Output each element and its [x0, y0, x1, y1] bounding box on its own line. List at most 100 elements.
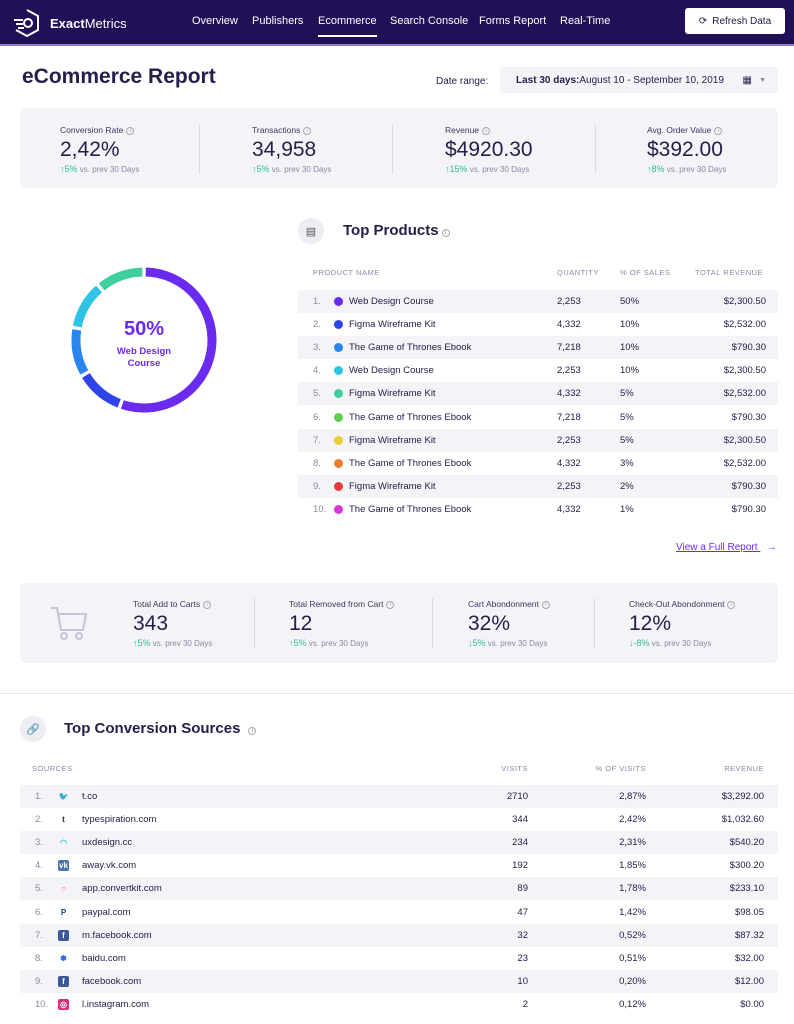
- info-icon[interactable]: i: [441, 229, 450, 237]
- info-icon[interactable]: i: [714, 127, 723, 135]
- nav-item-real-time[interactable]: Real-Time: [560, 15, 611, 27]
- percent-of-visits: 2,31%: [619, 837, 646, 849]
- date-range-picker[interactable]: Last 30 days: August 10 - September 10, …: [500, 67, 778, 93]
- source-name[interactable]: facebook.com: [82, 975, 142, 987]
- donut-segment-1: [82, 372, 121, 408]
- color-dot-icon: [334, 504, 343, 514]
- info-icon[interactable]: i: [248, 727, 257, 735]
- arrow-up-icon: ↑: [133, 638, 138, 648]
- source-row[interactable]: 7. f m.facebook.com 32 0,52% $87.32: [20, 923, 778, 947]
- nav-item-publishers[interactable]: Publishers: [252, 15, 304, 27]
- total-revenue: $790.30: [731, 480, 766, 492]
- percent-of-sales: 5%: [620, 388, 634, 400]
- stat-3: Avg. Order Value i $392.00 ↑8% vs. prev 30 …: [647, 125, 726, 174]
- row-number: 7.: [313, 434, 321, 446]
- product-row[interactable]: 10. The Game of Thrones Ebook 4,332 1% $790.…: [298, 498, 778, 521]
- product-name: The Game of Thrones Ebook: [349, 457, 472, 469]
- stat-label: Transactions i: [252, 125, 331, 135]
- arrow-up-icon: ↑: [647, 164, 652, 174]
- source-row[interactable]: 3. ◠ uxdesign.cc 234 2,31% $540.20: [20, 831, 778, 855]
- source-row[interactable]: 1. 🐦 t.co 2710 2,87% $3,292.00: [20, 785, 778, 808]
- source-row[interactable]: 10. ◎ l.instagram.com 2 0,12% $0.00: [20, 993, 778, 1016]
- info-icon[interactable]: i: [203, 601, 212, 609]
- source-name[interactable]: typespiration.com: [82, 814, 157, 826]
- percent-of-sales: 2%: [620, 480, 634, 492]
- info-icon[interactable]: i: [541, 601, 550, 609]
- percent-of-sales: 10%: [620, 342, 640, 354]
- source-row[interactable]: 9. f facebook.com 10 0,20% $12.00: [20, 969, 778, 993]
- view-full-report-link[interactable]: View a Full Report →: [676, 542, 776, 553]
- row-number: 2.: [313, 319, 321, 331]
- row-number: 4.: [313, 365, 321, 377]
- stat-label: Revenue i: [445, 125, 533, 135]
- nav-item-forms-report[interactable]: Forms Report: [479, 15, 547, 27]
- product-row[interactable]: 9. Figma Wireframe Kit 2,253 2% $790.30: [298, 474, 778, 498]
- percent-of-sales: 50%: [620, 296, 640, 307]
- donut-segment-3: [72, 285, 103, 328]
- product-row[interactable]: 2. Figma Wireframe Kit 4,332 10% $2,532.00: [298, 313, 778, 336]
- stat-change: ↑15% vs. prev 30 Days: [445, 164, 530, 174]
- percent-of-sales: 5%: [620, 411, 634, 423]
- product-row[interactable]: 8. The Game of Thrones Ebook 4,332 3% $2,532…: [298, 452, 778, 475]
- source-name[interactable]: paypal.com: [82, 906, 131, 918]
- nav-item-search-console[interactable]: Search Console: [390, 15, 469, 27]
- row-number: 9.: [313, 480, 321, 492]
- row-number: 6.: [35, 906, 43, 918]
- quantity: 7,218: [557, 342, 581, 354]
- product-row[interactable]: 1. Web Design Course 2,253 50% $2,300.50: [298, 290, 778, 313]
- nav-item-ecommerce[interactable]: Ecommerce: [318, 15, 377, 37]
- product-row[interactable]: 7. Figma Wireframe Kit 2,253 5% $2,300.50: [298, 428, 778, 452]
- brand-bold: Exact: [50, 15, 85, 31]
- visits: 47: [517, 906, 528, 918]
- visits: 2710: [506, 791, 528, 802]
- product-row[interactable]: 4. Web Design Course 2,253 10% $2,300.50: [298, 359, 778, 382]
- quantity: 2,253: [557, 365, 581, 377]
- top-sources-title: Top Conversion Sources i: [64, 720, 257, 737]
- product-name: Figma Wireframe Kit: [349, 319, 436, 331]
- source-row[interactable]: 5. ○ app.convertkit.com 89 1,78% $233.10: [20, 877, 778, 901]
- stat-value: $4920.30: [445, 138, 533, 161]
- source-name[interactable]: m.facebook.com: [82, 929, 152, 941]
- refresh-data-button[interactable]: ⟳ Refresh Data: [685, 8, 785, 34]
- source-name[interactable]: uxdesign.cc: [82, 837, 133, 849]
- source-row[interactable]: 4. vk away.vk.com 192 1,85% $300.20: [20, 854, 778, 877]
- row-number: 3.: [313, 342, 321, 354]
- color-dot-icon: [334, 389, 343, 399]
- column-header: REVENUE: [724, 764, 764, 773]
- source-name[interactable]: away.vk.com: [82, 860, 137, 872]
- date-range-label: Date range:: [436, 76, 489, 87]
- info-icon[interactable]: i: [482, 127, 491, 135]
- stat-value: 2,42%: [60, 138, 120, 161]
- quantity: 4,332: [557, 457, 581, 469]
- twitter-icon: 🐦: [58, 792, 69, 801]
- source-name[interactable]: l.instagram.com: [82, 998, 150, 1010]
- source-row[interactable]: 2. t typespiration.com 344 2,42% $1,032.60: [20, 808, 778, 831]
- product-row[interactable]: 5. Figma Wireframe Kit 4,332 5% $2,532.00: [298, 382, 778, 406]
- column-header: PRODUCT NAME: [313, 268, 380, 277]
- product-row[interactable]: 6. The Game of Thrones Ebook 7,218 5% $790.3…: [298, 406, 778, 429]
- logo[interactable]: ExactMetrics: [12, 8, 127, 38]
- product-name: Figma Wireframe Kit: [349, 434, 436, 446]
- product-name: The Game of Thrones Ebook: [349, 503, 472, 515]
- row-number: 2.: [35, 814, 43, 826]
- refresh-icon: ⟳: [698, 15, 708, 27]
- source-name[interactable]: baidu.com: [82, 952, 126, 964]
- visits: 32: [517, 929, 528, 941]
- info-icon[interactable]: i: [303, 127, 312, 135]
- stat-3: Check-Out Abondonment i 12% ↓-8% vs. prev 3…: [629, 599, 736, 648]
- total-revenue: $2,532.00: [723, 457, 766, 469]
- source-name[interactable]: t.co: [82, 791, 98, 802]
- row-number: 7.: [35, 929, 43, 941]
- source-name[interactable]: app.convertkit.com: [82, 883, 162, 895]
- info-icon[interactable]: i: [386, 601, 395, 609]
- nav-item-overview[interactable]: Overview: [192, 15, 238, 27]
- row-number: 1.: [313, 296, 321, 307]
- product-row[interactable]: 3. The Game of Thrones Ebook 7,218 10% $790.…: [298, 336, 778, 360]
- column-header: % OF VISITS: [595, 764, 646, 773]
- link-icon: 🔗: [20, 716, 46, 742]
- source-row[interactable]: 8. ✽ baidu.com 23 0,51% $32.00: [20, 947, 778, 970]
- info-icon[interactable]: i: [727, 601, 736, 609]
- quantity: 2,253: [557, 296, 581, 307]
- info-icon[interactable]: i: [126, 127, 135, 135]
